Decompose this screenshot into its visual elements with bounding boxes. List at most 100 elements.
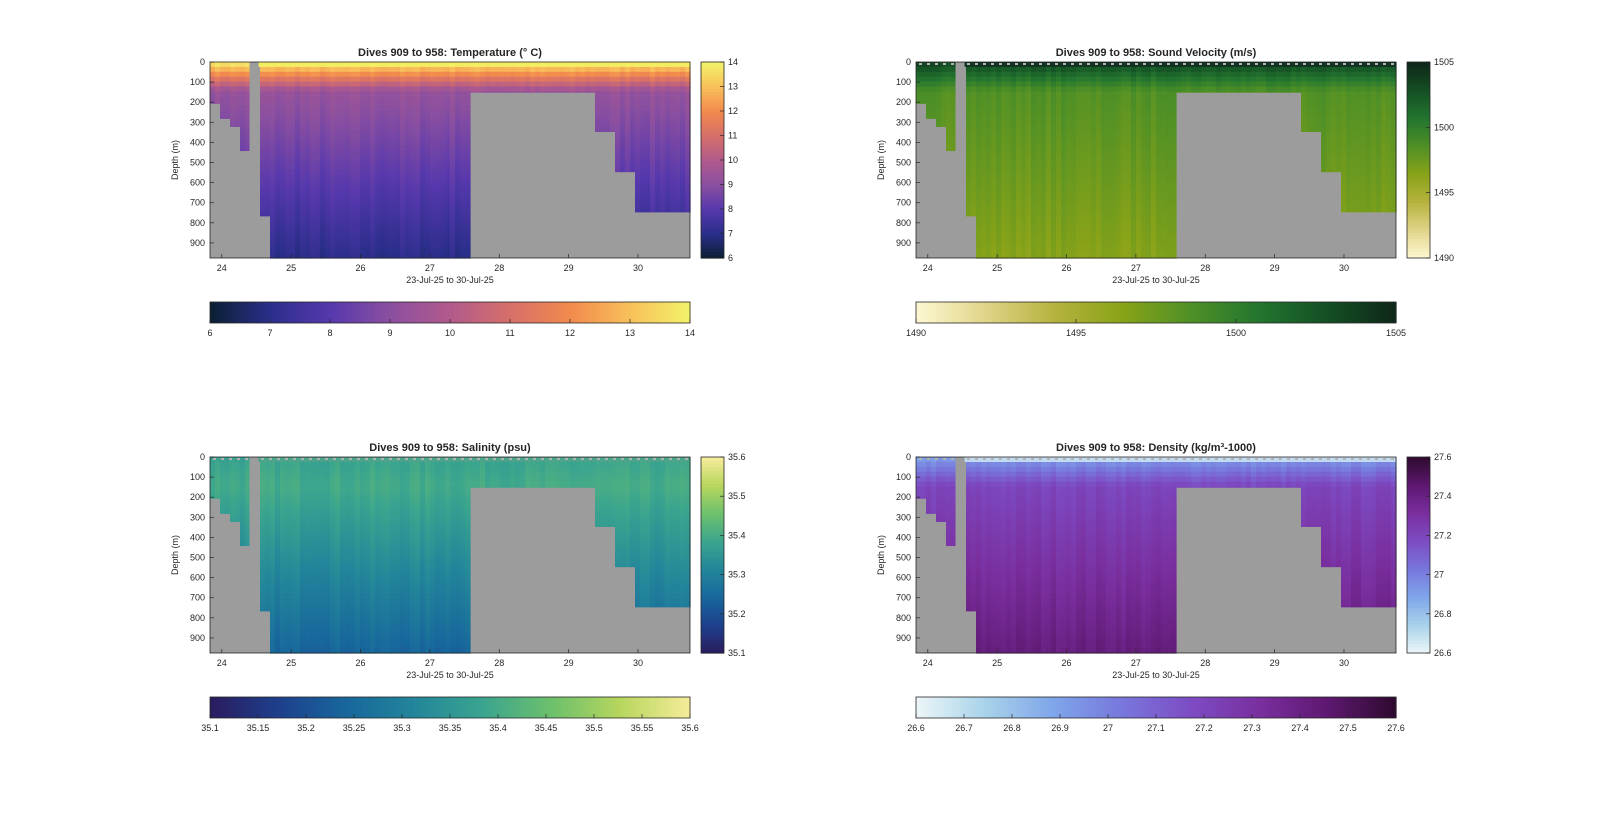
heatmap-cell	[300, 96, 306, 102]
heatmap-cell	[455, 248, 461, 254]
heatmap-cell	[670, 106, 676, 112]
heatmap-cell	[1076, 209, 1082, 215]
heatmap-cell	[270, 131, 276, 137]
heatmap-cell	[375, 145, 381, 151]
heatmap-cell	[1231, 72, 1237, 78]
heatmap-cell	[1126, 96, 1132, 102]
heatmap-cell	[1006, 180, 1012, 186]
heatmap-cell	[330, 101, 336, 107]
colorbar-swatch	[654, 302, 659, 323]
heatmap-cell	[1356, 209, 1362, 212]
heatmap-cell	[460, 180, 466, 186]
heatmap-cell	[1061, 165, 1067, 171]
heatmap-cell	[1361, 180, 1367, 186]
heatmap-cell	[1171, 199, 1177, 205]
heatmap-cell	[240, 116, 246, 122]
heatmap-cell	[430, 131, 436, 137]
heatmap-cell	[991, 204, 997, 210]
heatmap-cell	[1071, 155, 1077, 161]
heatmap-cell	[1156, 165, 1162, 171]
x-tick-label: 28	[494, 263, 504, 273]
colorbar-tick-label: 6	[728, 253, 733, 263]
heatmap-cell	[946, 87, 952, 93]
heatmap-cell	[240, 140, 246, 146]
heatmap-cell	[1086, 77, 1092, 83]
heatmap-cell	[1131, 224, 1137, 230]
heatmap-cell	[1071, 160, 1077, 166]
heatmap-cell	[1161, 96, 1167, 102]
heatmap-cell	[670, 155, 676, 161]
heatmap-cell	[340, 67, 346, 73]
heatmap-cell	[1091, 165, 1097, 171]
heatmap-cell	[275, 224, 281, 230]
heatmap-cell	[465, 77, 471, 83]
heatmap-cell	[1131, 140, 1137, 146]
heatmap-cell	[420, 96, 426, 102]
heatmap-cell	[660, 150, 666, 156]
heatmap-cell	[1001, 185, 1007, 191]
heatmap-cell	[370, 165, 376, 171]
heatmap-cell	[230, 77, 236, 83]
heatmap-cell	[1041, 160, 1047, 166]
heatmap-cell	[1011, 121, 1017, 127]
heatmap-cell	[1036, 101, 1042, 107]
heatmap-cell	[1106, 145, 1112, 151]
heatmap-cell	[1356, 82, 1362, 88]
heatmap-cell	[1071, 87, 1077, 93]
heatmap-cell	[365, 121, 371, 127]
heatmap-cell	[1076, 72, 1082, 78]
heatmap-cell	[1111, 194, 1117, 200]
heatmap-cell	[280, 170, 286, 176]
heatmap-cell	[1056, 67, 1062, 73]
heatmap-cell	[345, 238, 351, 244]
heatmap-cell	[430, 194, 436, 200]
heatmap-cell	[966, 155, 972, 161]
heatmap-cell	[230, 87, 236, 93]
heatmap-cell	[1151, 243, 1157, 249]
colorbar-swatch	[374, 302, 379, 323]
heatmap-cell	[1106, 175, 1112, 181]
heatmap-cell	[385, 121, 391, 127]
heatmap-cell	[1076, 91, 1082, 97]
heatmap-cell	[1036, 194, 1042, 200]
heatmap-cell	[1051, 165, 1057, 171]
heatmap-cell	[660, 82, 666, 88]
heatmap-cell	[1036, 126, 1042, 132]
heatmap-cell	[290, 234, 296, 240]
heatmap-cell	[635, 160, 641, 166]
heatmap-cell	[1136, 96, 1142, 102]
heatmap-cell	[665, 91, 671, 97]
heatmap-cell	[455, 67, 461, 73]
heatmap-cell	[1101, 77, 1107, 83]
heatmap-cell	[425, 136, 431, 142]
heatmap-cell	[360, 214, 366, 220]
heatmap-cell	[1061, 175, 1067, 181]
heatmap-cell	[635, 180, 641, 186]
heatmap-cell	[615, 170, 621, 172]
heatmap-cell	[1146, 204, 1152, 210]
heatmap-cell	[1096, 101, 1102, 107]
heatmap-cell	[1051, 82, 1057, 88]
heatmap-cell	[991, 91, 997, 97]
heatmap-cell	[330, 219, 336, 225]
heatmap-cell	[570, 72, 576, 78]
heatmap-cell	[370, 214, 376, 220]
heatmap-cell	[926, 87, 932, 93]
colorbar-swatch	[234, 302, 239, 323]
heatmap-cell	[355, 219, 361, 225]
heatmap-cell	[1341, 106, 1347, 112]
heatmap-cell	[455, 82, 461, 88]
heatmap-cell	[991, 224, 997, 230]
heatmap-cell	[1126, 116, 1132, 122]
heatmap-cell	[655, 136, 661, 142]
heatmap-cell	[1151, 175, 1157, 181]
heatmap-cell	[665, 204, 671, 210]
heatmap-cell	[345, 175, 351, 181]
heatmap-cell	[640, 131, 646, 137]
heatmap-cell	[1166, 234, 1172, 240]
heatmap-cell	[1191, 67, 1197, 73]
heatmap-cell	[1106, 180, 1112, 186]
heatmap-cell	[1341, 111, 1347, 117]
heatmap-cell	[1091, 204, 1097, 210]
colorbar-swatch	[246, 302, 251, 323]
